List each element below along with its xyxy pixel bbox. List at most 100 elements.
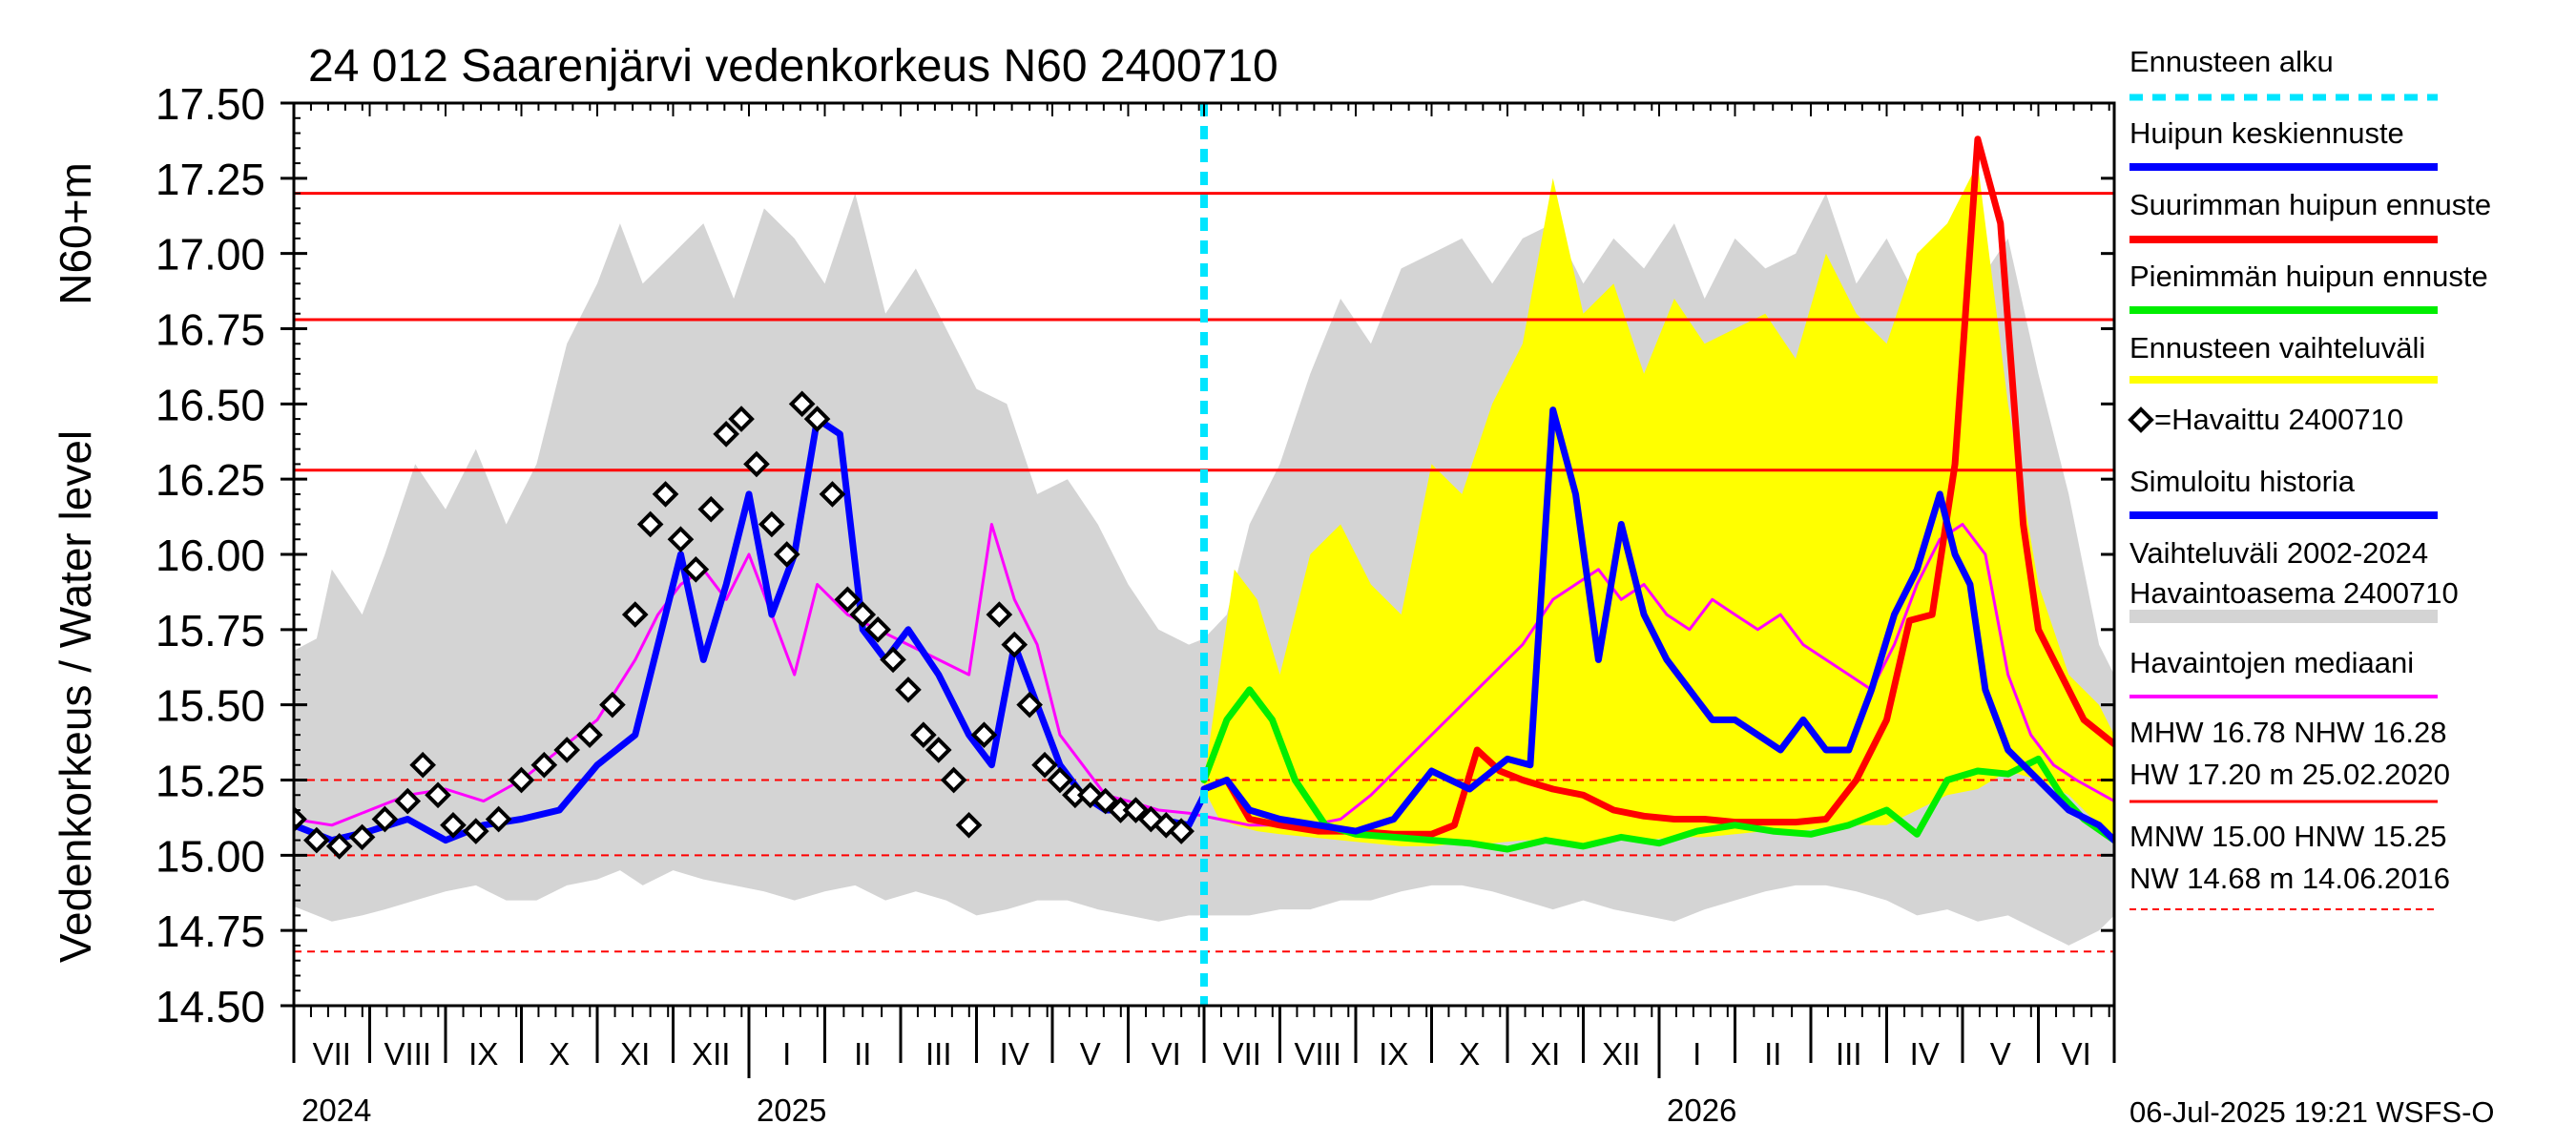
legend-marker-observed xyxy=(2128,406,2154,433)
observed-point xyxy=(1168,818,1195,844)
legend-label: Ennusteen alku xyxy=(2129,45,2334,78)
observed-point xyxy=(728,406,755,432)
legend-label: Vaihteluväli 2002-2024 xyxy=(2129,536,2428,570)
stats-line-2: HW 17.20 m 25.02.2020 xyxy=(2129,758,2450,791)
observed-point xyxy=(409,751,436,779)
observed-point xyxy=(508,766,535,794)
observed-point xyxy=(1031,751,1058,779)
observed-point xyxy=(394,787,422,815)
month-label: VIII xyxy=(384,1036,431,1072)
observed-point xyxy=(599,691,626,718)
observed-point xyxy=(924,737,952,763)
axes-layer: 17.50 17.25 17.00 16.75 16.50 16.25 16.00 15.75… xyxy=(156,79,2116,1128)
observed-point xyxy=(682,555,710,583)
observed-point xyxy=(895,677,922,703)
observed-point xyxy=(970,721,998,749)
observed-point xyxy=(462,818,489,844)
observed-point xyxy=(910,721,937,749)
observed-point xyxy=(986,601,1013,628)
y-tick-label: 17.25 xyxy=(156,155,265,204)
month-label: II xyxy=(1764,1036,1781,1072)
observed-point xyxy=(788,390,816,418)
month-label: V xyxy=(1080,1036,1101,1072)
legend-label: Pienimmän huipun ennuste xyxy=(2129,260,2488,293)
observed-point xyxy=(1001,631,1028,658)
series-layer xyxy=(294,103,2114,1006)
y-tick-label: 14.75 xyxy=(156,906,265,956)
observed-point xyxy=(440,811,467,839)
month-label: XII xyxy=(692,1036,730,1072)
observed-point xyxy=(325,833,353,860)
y-tick-label: 17.50 xyxy=(156,79,265,129)
month-label: XII xyxy=(1602,1036,1640,1072)
legend-label: Havaintojen mediaani xyxy=(2129,646,2414,679)
y-tick-label: 16.75 xyxy=(156,305,265,355)
observed-point xyxy=(652,481,679,508)
year-label: 2024 xyxy=(301,1093,371,1128)
observed-point xyxy=(697,495,725,523)
y-tick-label: 15.75 xyxy=(156,606,265,656)
observed-point xyxy=(348,823,376,851)
legend-label: =Havaittu 2400710 xyxy=(2154,403,2403,436)
footer-timestamp: 06-Jul-2025 19:21 WSFS-O xyxy=(2129,1095,2495,1129)
legend: Ennusteen alku Huipun keskiennuste Suurimm… xyxy=(2128,45,2491,698)
y-tick-label: 16.00 xyxy=(156,531,265,580)
observed-point xyxy=(1122,797,1150,823)
month-label: VI xyxy=(2062,1036,2091,1072)
month-label: II xyxy=(854,1036,871,1072)
observed-point xyxy=(743,450,770,478)
stats-line-4: NW 14.68 m 14.06.2016 xyxy=(2129,862,2450,895)
legend-label: Simuloitu historia xyxy=(2129,465,2356,498)
month-label: III xyxy=(925,1036,952,1072)
month-label: I xyxy=(782,1036,791,1072)
legend-label: Suurimman huipun ennuste xyxy=(2129,188,2491,221)
month-label: VII xyxy=(313,1036,351,1072)
observed-point xyxy=(485,805,512,833)
observed-point xyxy=(636,510,664,538)
legend-label: Huipun keskiennuste xyxy=(2129,116,2404,150)
observed-point xyxy=(940,766,967,794)
series-line-pienimm-n-huipun-ennuste xyxy=(1200,686,2114,853)
legend-label: Ennusteen vaihteluväli xyxy=(2129,331,2425,364)
observed-point xyxy=(713,421,739,448)
stats-line-3: MNW 15.00 HNW 15.25 xyxy=(2129,820,2447,853)
y-tick-label: 16.25 xyxy=(156,455,265,505)
year-label: 2025 xyxy=(757,1093,826,1128)
observed-point xyxy=(667,526,695,553)
month-label: VIII xyxy=(1294,1036,1341,1072)
observed-point xyxy=(303,826,330,854)
observed-point xyxy=(1016,691,1043,718)
month-label: IX xyxy=(468,1036,498,1072)
y-tick-label: 15.00 xyxy=(156,831,265,881)
y-tick-label: 14.50 xyxy=(156,982,265,1031)
observed-point xyxy=(834,586,862,614)
bands-layer xyxy=(294,163,2114,946)
month-label: IV xyxy=(1910,1036,1940,1072)
observed-point xyxy=(1091,787,1119,815)
month-label: VII xyxy=(1223,1036,1261,1072)
observed-point xyxy=(773,541,800,568)
stats-line-1: MHW 16.78 NHW 16.28 xyxy=(2129,716,2447,749)
observed-point xyxy=(849,601,877,628)
observed-point xyxy=(803,406,831,432)
observed-point xyxy=(1047,766,1073,794)
month-label: X xyxy=(1459,1036,1480,1072)
legend-label-2: Havaintoasema 2400710 xyxy=(2129,576,2459,610)
observed-point xyxy=(553,737,581,763)
y-tick-label: 16.50 xyxy=(156,380,265,429)
forecast-band xyxy=(1204,163,2114,846)
observed-point xyxy=(530,751,558,779)
observed-point xyxy=(758,510,785,538)
series-line-huipun-keskiennuste xyxy=(1200,406,2114,844)
y-tick-label: 15.25 xyxy=(156,757,265,806)
chart-title: 24 012 Saarenjärvi vedenkorkeus N60 2400… xyxy=(308,41,1278,92)
month-label: VI xyxy=(1152,1036,1181,1072)
observed-point xyxy=(955,811,983,839)
year-label: 2026 xyxy=(1667,1093,1736,1128)
observed-point xyxy=(371,805,399,833)
y-axis-label-main: Vedenkorkeus / Water level xyxy=(51,430,100,963)
y-tick-label: 17.00 xyxy=(156,230,265,280)
observed-point xyxy=(425,781,451,809)
observed-point xyxy=(880,646,906,674)
